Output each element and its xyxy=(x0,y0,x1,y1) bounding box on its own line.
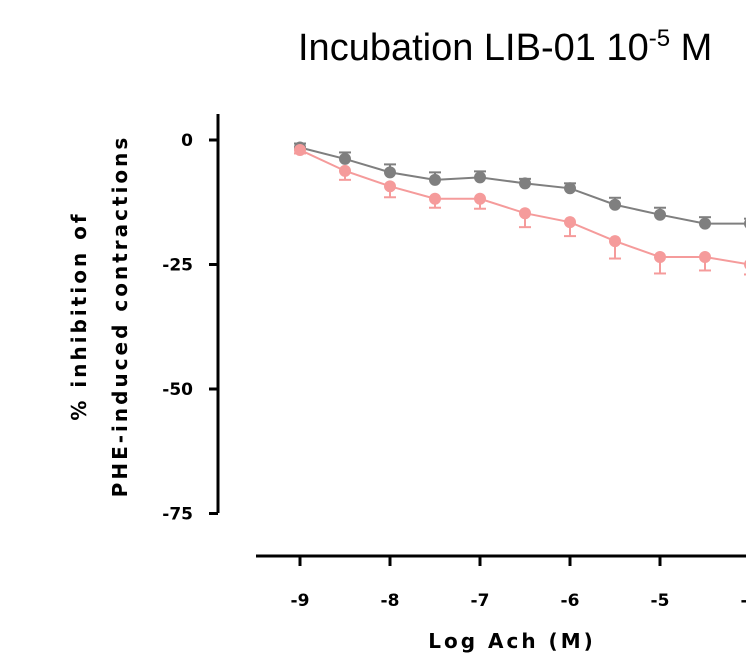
data-point xyxy=(429,173,441,186)
data-point xyxy=(519,177,531,190)
data-point xyxy=(654,251,666,264)
x-tick-label: -9 xyxy=(291,591,310,611)
data-point xyxy=(564,182,576,195)
data-point xyxy=(699,251,711,264)
chart-title-exponent: -5 xyxy=(649,25,670,52)
series-layer xyxy=(294,141,746,276)
data-point xyxy=(294,143,306,156)
data-point xyxy=(429,192,441,205)
data-point xyxy=(339,152,351,165)
y-tick-label: -75 xyxy=(162,505,193,525)
series-2 xyxy=(294,143,746,276)
x-tick-label: -8 xyxy=(381,591,400,611)
chart-title-main: Incubation LIB-01 10 xyxy=(298,27,649,69)
x-ticks: -9 -8 -7 -6 -5 -4 xyxy=(291,556,746,611)
data-point xyxy=(339,164,351,177)
x-tick-label: -4 xyxy=(741,591,746,611)
y-axis-label-line2: PHE-induced contractions xyxy=(108,135,132,498)
x-axis-label: Log Ach (M) xyxy=(428,629,595,653)
data-point xyxy=(609,235,621,248)
data-point xyxy=(384,180,396,193)
series-line xyxy=(299,149,746,265)
y-tick-label: -25 xyxy=(162,256,193,276)
x-tick-label: -5 xyxy=(651,591,670,611)
y-tick-label: 0 xyxy=(181,131,193,151)
data-point xyxy=(384,166,396,179)
x-tick-label: -7 xyxy=(471,591,490,611)
chart-title-tail: M xyxy=(670,27,712,69)
data-point xyxy=(564,216,576,229)
data-point xyxy=(654,208,666,221)
x-tick-label: -6 xyxy=(561,591,580,611)
data-point xyxy=(609,198,621,211)
y-tick-label: -50 xyxy=(162,380,193,400)
chart-title: Incubation LIB-01 10-5 M xyxy=(298,25,712,69)
y-axis-label-line1: % inhibition of xyxy=(67,211,91,420)
data-point xyxy=(519,207,531,220)
data-point xyxy=(474,192,486,205)
data-point xyxy=(474,171,486,184)
y-ticks: 0 -25 -50 -75 xyxy=(162,131,218,525)
data-point xyxy=(699,217,711,230)
